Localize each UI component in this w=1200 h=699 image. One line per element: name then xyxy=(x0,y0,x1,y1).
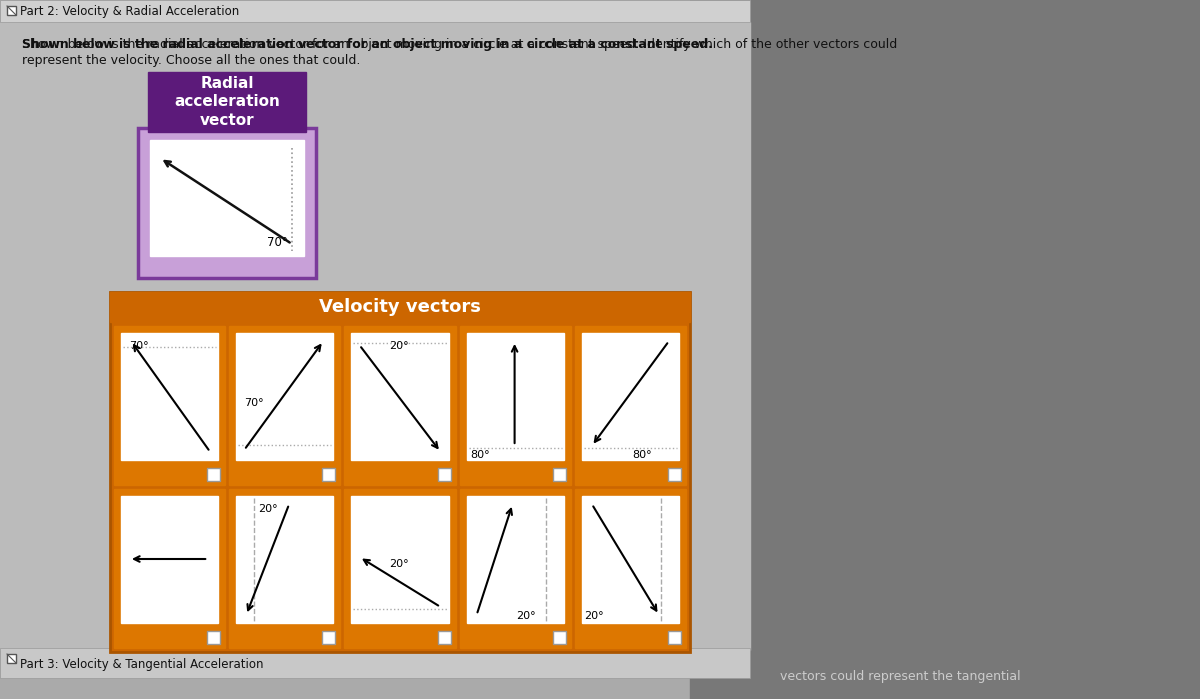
Bar xyxy=(344,489,456,648)
Bar xyxy=(352,496,449,623)
Bar xyxy=(323,631,336,644)
Bar xyxy=(323,468,336,481)
Bar xyxy=(460,489,571,648)
Text: 20°: 20° xyxy=(258,504,278,514)
Bar xyxy=(138,128,316,278)
Bar xyxy=(229,326,341,485)
Bar xyxy=(110,292,690,652)
Bar xyxy=(690,0,1200,699)
Bar xyxy=(438,631,451,644)
Bar xyxy=(121,496,218,623)
Bar xyxy=(0,0,750,22)
Text: 20°: 20° xyxy=(583,611,604,621)
Bar xyxy=(575,489,686,648)
Bar xyxy=(668,468,682,481)
Bar xyxy=(460,326,571,485)
Bar xyxy=(467,496,564,623)
Bar xyxy=(114,489,226,648)
Bar xyxy=(121,333,218,460)
Bar xyxy=(7,6,16,15)
Bar xyxy=(575,326,686,485)
Bar xyxy=(438,468,451,481)
Bar xyxy=(150,140,304,256)
Text: Shown below is the radial acceleration vector for an object moving in a circle a: Shown below is the radial acceleration v… xyxy=(22,38,898,51)
Bar xyxy=(0,648,750,678)
Bar xyxy=(110,292,690,322)
Text: vectors could represent the tangential: vectors could represent the tangential xyxy=(780,670,1021,683)
Text: represent the velocity. Choose all the ones that could.: represent the velocity. Choose all the o… xyxy=(22,54,360,67)
Bar xyxy=(582,496,679,623)
Bar xyxy=(553,631,566,644)
Bar xyxy=(208,468,221,481)
Bar xyxy=(114,326,226,485)
Text: Velocity vectors: Velocity vectors xyxy=(319,298,481,316)
Bar xyxy=(229,489,341,648)
Text: Part 3: Velocity & Tangential Acceleration: Part 3: Velocity & Tangential Accelerati… xyxy=(20,658,264,671)
Text: 70°: 70° xyxy=(245,398,264,408)
Bar xyxy=(0,22,750,650)
Text: 20°: 20° xyxy=(390,341,409,351)
Bar xyxy=(236,496,334,623)
Bar xyxy=(148,72,306,132)
Bar xyxy=(352,333,449,460)
Text: Radial
acceleration
vector: Radial acceleration vector xyxy=(174,76,280,128)
Text: 80°: 80° xyxy=(631,450,652,460)
Text: 70°: 70° xyxy=(130,341,149,351)
Text: 20°: 20° xyxy=(390,559,409,569)
Text: 70°: 70° xyxy=(268,236,288,249)
Text: 80°: 80° xyxy=(470,450,491,460)
Text: Part 2: Velocity & Radial Acceleration: Part 2: Velocity & Radial Acceleration xyxy=(20,4,239,17)
Text: 20°: 20° xyxy=(517,611,536,621)
Bar xyxy=(467,333,564,460)
Text: Shown below is the radial acceleration vector for an object moving in a circle a: Shown below is the radial acceleration v… xyxy=(22,38,713,51)
Bar xyxy=(7,654,16,663)
Bar xyxy=(344,326,456,485)
Bar xyxy=(208,631,221,644)
Bar xyxy=(553,468,566,481)
Bar xyxy=(668,631,682,644)
Bar xyxy=(582,333,679,460)
Bar xyxy=(236,333,334,460)
